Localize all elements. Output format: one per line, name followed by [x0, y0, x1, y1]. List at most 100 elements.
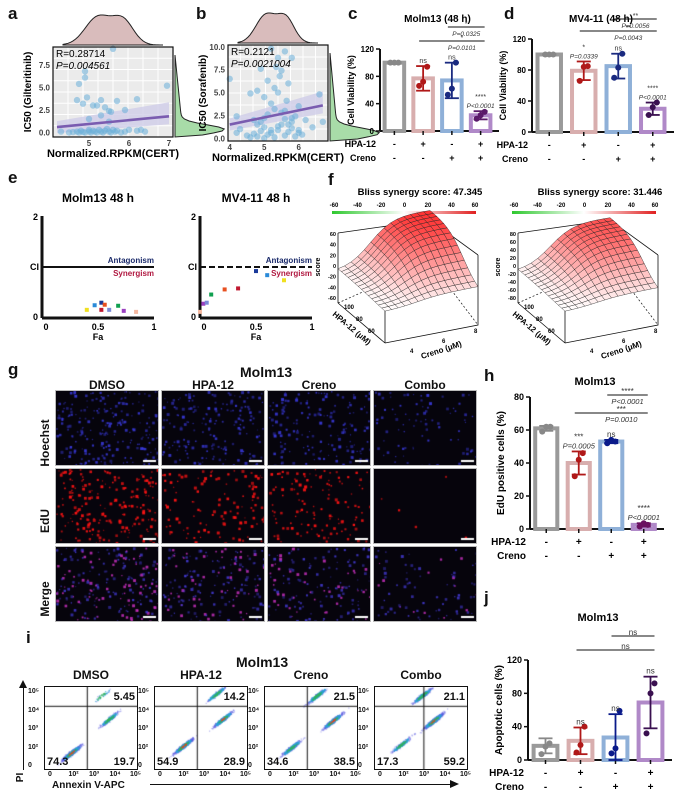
z-tick-label: -60 [508, 288, 516, 294]
hpa-tick-label: 60 [548, 329, 555, 335]
chart-title: MV4-11 48 h [222, 191, 291, 205]
colorbar-tick: -20 [377, 203, 386, 209]
z-axis-label: score [315, 258, 322, 277]
colorbar-tick: -40 [353, 203, 362, 209]
y-tick-label: 0 [191, 312, 196, 322]
quadrant-lower-left-value: 17.3 [377, 756, 399, 768]
data-point [101, 104, 109, 111]
annotation-r: R=0.28714 [56, 49, 106, 60]
data-point [276, 72, 283, 80]
annotation-r: R=0.2121 [231, 47, 275, 58]
treatment-sign: + [641, 551, 647, 562]
data-point [254, 87, 261, 94]
chart-title: Molm13 [578, 612, 619, 624]
x-axis-label: Fa [251, 332, 262, 342]
micrograph-hoechst-dmso [55, 390, 159, 466]
quadrant-upper-right-value: 5.45 [113, 691, 135, 703]
significance-label: ns [419, 58, 427, 65]
x-tick-label: 10³ [89, 771, 100, 778]
y-tick-label: 10.0 [209, 43, 225, 52]
treatment-sign: + [648, 768, 654, 779]
data-point [134, 309, 139, 314]
significance-label: ns [611, 704, 619, 713]
colorbar-tick: 0 [583, 203, 587, 209]
y-tick-label: 7.5 [39, 61, 51, 70]
colorbar [332, 211, 476, 214]
data-point [619, 50, 626, 57]
colorbar-tick: 60 [652, 203, 659, 209]
chart-title: Bliss synergy score: 47.345 [358, 187, 483, 198]
x-tick-label: 10⁴ [219, 771, 231, 778]
y-axis-label: EdU positive cells (%) [496, 411, 507, 515]
data-point [477, 112, 484, 119]
y-tick-label: 10² [138, 743, 149, 751]
data-point [577, 742, 584, 748]
quadrant-lower-right-value: 19.7 [113, 756, 135, 768]
panel-g-title: Molm13 [240, 364, 293, 380]
y-tick-label: 2.5 [214, 111, 226, 120]
colorbar-tick: 60 [472, 203, 479, 209]
data-point [298, 131, 306, 138]
x-tick-label: 10³ [199, 771, 210, 778]
column-header-hpa-12: HPA-12 [192, 378, 234, 392]
z-tick-label: -80 [508, 296, 516, 302]
data-point [271, 105, 278, 113]
data-point [616, 707, 623, 714]
z-axis-label: score [495, 258, 502, 277]
data-point [576, 77, 583, 84]
flow-plot-hpa-12: 14.2 54.9 28.9 [154, 686, 248, 770]
y-tick-label: 0 [28, 762, 32, 769]
panel-label-a: a [8, 4, 18, 23]
regression-line [229, 104, 324, 126]
surface-cell [422, 210, 434, 215]
data-point [97, 96, 105, 104]
flow-panel-title-creno: Creno [293, 668, 329, 682]
micrograph-edu-combo [373, 468, 477, 544]
y-tick-label: 0 [370, 127, 375, 136]
bracket-p-value: P=0.0010 [605, 415, 638, 424]
z-tick-label: 60 [510, 240, 516, 246]
y-tick-label: 10³ [248, 725, 259, 732]
data-point [539, 428, 546, 435]
annotation-p: P=0.0021004 [231, 59, 291, 70]
colorbar-tick: 20 [605, 203, 612, 209]
data-point [292, 113, 299, 120]
colorbar-tick: 40 [448, 203, 455, 209]
treatment-sign: - [544, 782, 547, 793]
micrograph-image [56, 469, 158, 543]
z-tick-label: 0 [333, 264, 336, 270]
flow-density-image [265, 687, 357, 769]
treatment-sign: - [450, 139, 453, 149]
treatment-sign: + [648, 782, 654, 793]
data-point [319, 118, 327, 126]
bracket-p-value: P=0.0325 [452, 31, 480, 38]
treatment-sign: - [610, 537, 613, 548]
data-point [636, 523, 643, 530]
regression-line [56, 115, 170, 129]
data-point [273, 63, 280, 71]
data-point [264, 77, 271, 84]
x-tick-label: 4 [227, 143, 232, 152]
p-value-label: P=0.0339 [570, 53, 598, 60]
z-tick-label: 0 [513, 264, 516, 270]
treatment-sign: - [393, 153, 396, 163]
x-tick-label: 10³ [419, 771, 430, 778]
data-point [653, 99, 660, 106]
y-tick-label: 10⁵ [248, 688, 260, 695]
chart-title: MV4-11 (48 h) [569, 14, 633, 25]
panel-label-j: j [484, 588, 489, 607]
treatment-sign: + [581, 140, 586, 150]
creno-tick-label: 4 [410, 349, 414, 355]
quadrant-upper-right-value: 21.5 [333, 691, 355, 703]
data-point [584, 63, 591, 70]
y-tick-label: 120 [513, 35, 527, 44]
x-axis-label: Normalized.RPKM(CERT) [47, 148, 179, 160]
panel-label-h: h [484, 366, 495, 385]
x-tick-label: 7 [167, 139, 172, 148]
chart-e-mv411-ci: MV4-11 48 h 2 0 CI Antagonism Synergism 0 0.5 1 F… [188, 191, 315, 342]
significance-label: ns [448, 55, 456, 62]
data-point [254, 133, 261, 140]
quadrant-lower-right-value: 38.5 [333, 756, 355, 768]
